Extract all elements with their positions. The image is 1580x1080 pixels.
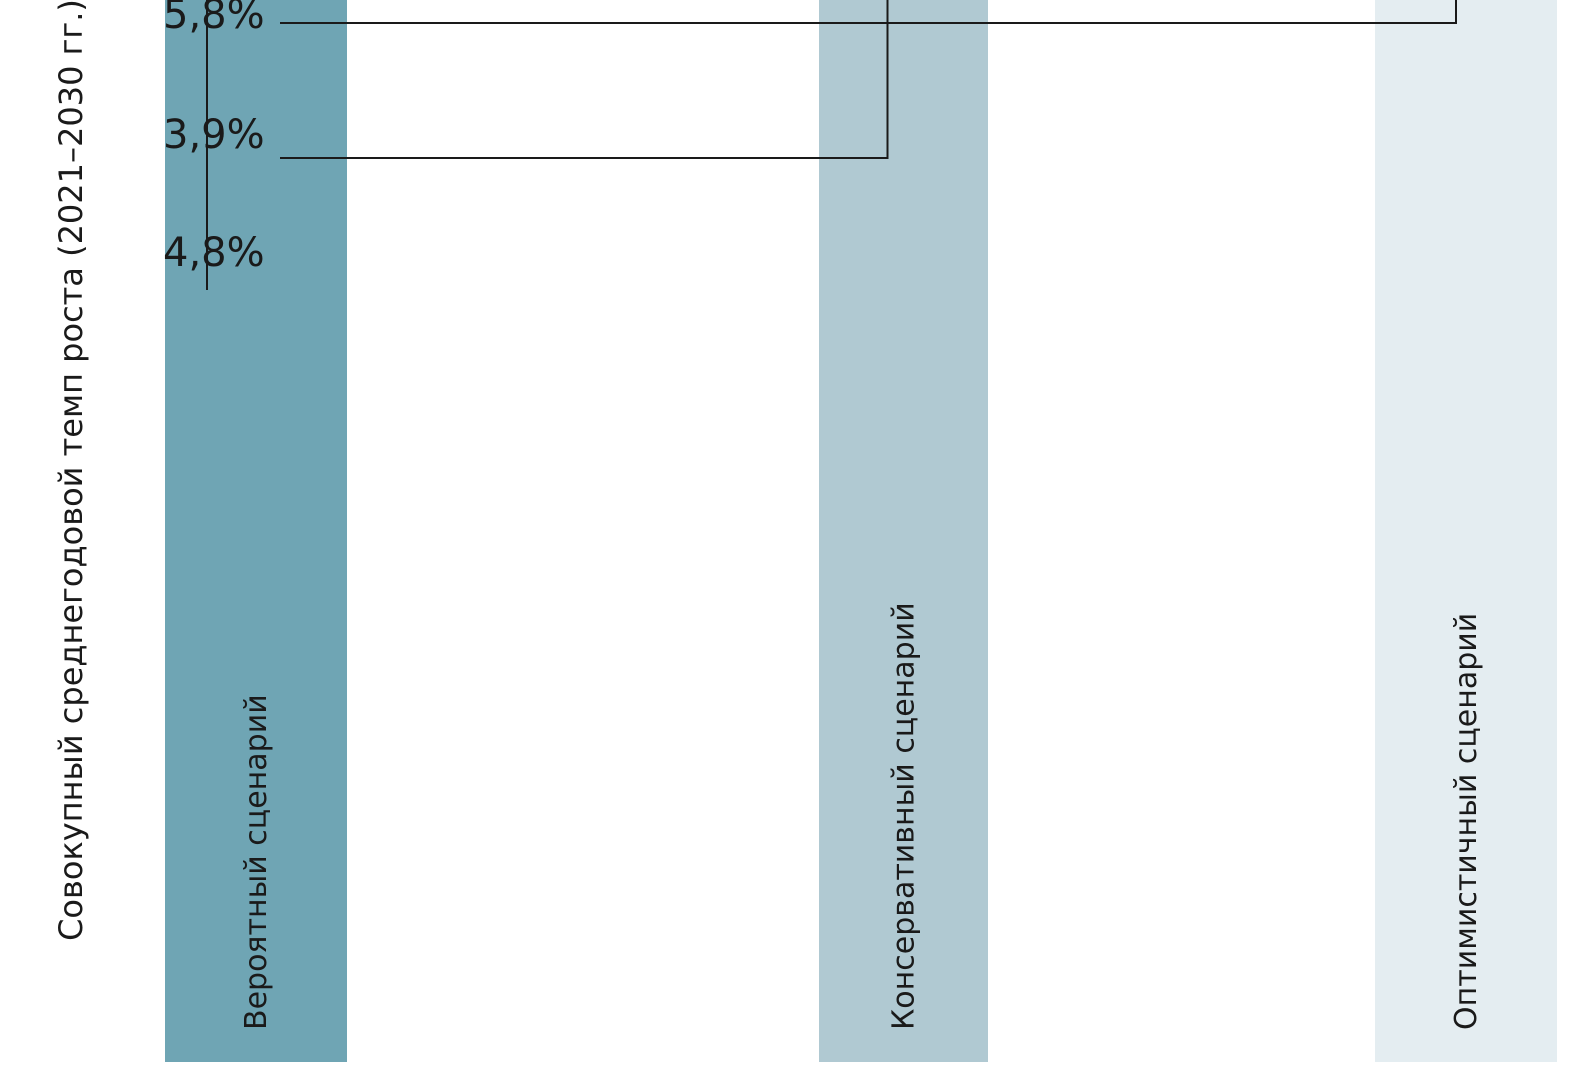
connector-arrow-3	[280, 0, 1457, 24]
bar-1	[165, 0, 347, 1063]
growth-rate-label-1: 4,8%	[163, 230, 265, 276]
connector-arrow-2	[280, 0, 889, 159]
connectors-group	[206, 0, 1457, 290]
y-axis-title: Совокупный среднегодовой темп роста (202…	[52, 0, 90, 941]
growth-rate-label-2: 3,9%	[163, 112, 265, 158]
bar-2	[819, 0, 988, 1062]
growth-rate-label-3: 5,8%	[163, 0, 265, 38]
bars-group	[165, 0, 1557, 1063]
bar-category-label-2: Консервативный сценарий	[887, 602, 922, 1030]
bar-category-label-3: Оптимистичный сценарий	[1449, 613, 1484, 1030]
bar-3	[1375, 0, 1557, 1062]
labels-group: Вероятный сценарий59 520,84,8%Консервати…	[163, 0, 1484, 1030]
bar-category-label-1: Вероятный сценарий	[239, 694, 274, 1030]
